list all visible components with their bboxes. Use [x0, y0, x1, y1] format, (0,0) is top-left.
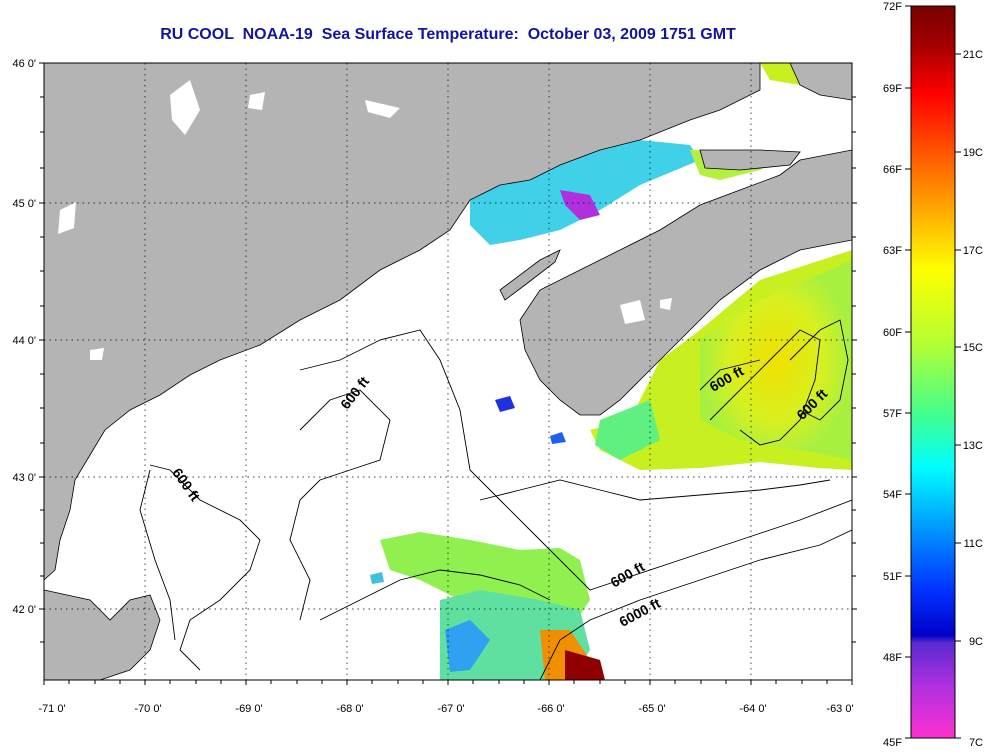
lon-label-69: -69 0': [235, 703, 262, 715]
map-area: 600 ft 600 ft 600 ft 600 ft 600 ft 6000 …: [44, 63, 852, 680]
colorbar-c-21: 21C: [963, 49, 983, 61]
colorbar-f-54: 54F: [883, 489, 902, 501]
colorbar-f-69: 69F: [883, 83, 902, 95]
no-data-spots: [58, 80, 672, 360]
colorbar-c-11: 11C: [964, 538, 983, 550]
tick-marks: [39, 62, 857, 685]
lon-label-68: -68 0': [336, 703, 363, 715]
colorbar-f-48: 48F: [883, 652, 902, 664]
lon-label-63: -63 0': [826, 703, 853, 715]
colorbar-c-19: 19C: [963, 147, 983, 159]
colorbar-f-45: 45F: [883, 737, 902, 749]
lat-label-42: 42 0': [12, 604, 36, 616]
lon-label-67: -67 0': [437, 703, 464, 715]
colorbar-c-15: 15C: [963, 342, 983, 354]
lon-label-64: -64 0': [739, 703, 766, 715]
sst-data-layer: [370, 63, 852, 680]
lat-label-43: 43 0': [12, 472, 36, 484]
colorbar: 72F 69F 66F 63F 60F 57F 54F 51F 48F 45F …: [883, 1, 983, 749]
lat-label-45: 45 0': [12, 198, 36, 210]
colorbar-c-9: 9C: [969, 636, 983, 648]
lat-label-44: 44 0': [12, 335, 36, 347]
lon-label-70: -70 0': [134, 703, 161, 715]
graticule: [44, 63, 852, 680]
map-title: RU COOL NOAA-19 Sea Surface Temperature:…: [160, 26, 736, 43]
depth-contours: [139, 319, 852, 680]
lon-label-65: -65 0': [638, 703, 665, 715]
colorbar-f-72: 72F: [883, 1, 902, 13]
colorbar-f-60: 60F: [883, 327, 902, 339]
colorbar-f-57: 57F: [883, 408, 902, 420]
lat-label-46: 46 0': [12, 58, 36, 70]
colorbar-c-17: 17C: [963, 245, 983, 257]
colorbar-gradient: [910, 5, 956, 739]
colorbar-c-13: 13C: [963, 440, 983, 452]
colorbar-f-51: 51F: [883, 571, 902, 583]
land-layer: [44, 63, 852, 680]
lon-label-71: -71 0': [38, 703, 65, 715]
colorbar-f-66: 66F: [883, 164, 902, 176]
colorbar-c-7: 7C: [969, 737, 983, 749]
colorbar-f-63: 63F: [883, 245, 902, 257]
lon-label-66: -66 0': [537, 703, 564, 715]
